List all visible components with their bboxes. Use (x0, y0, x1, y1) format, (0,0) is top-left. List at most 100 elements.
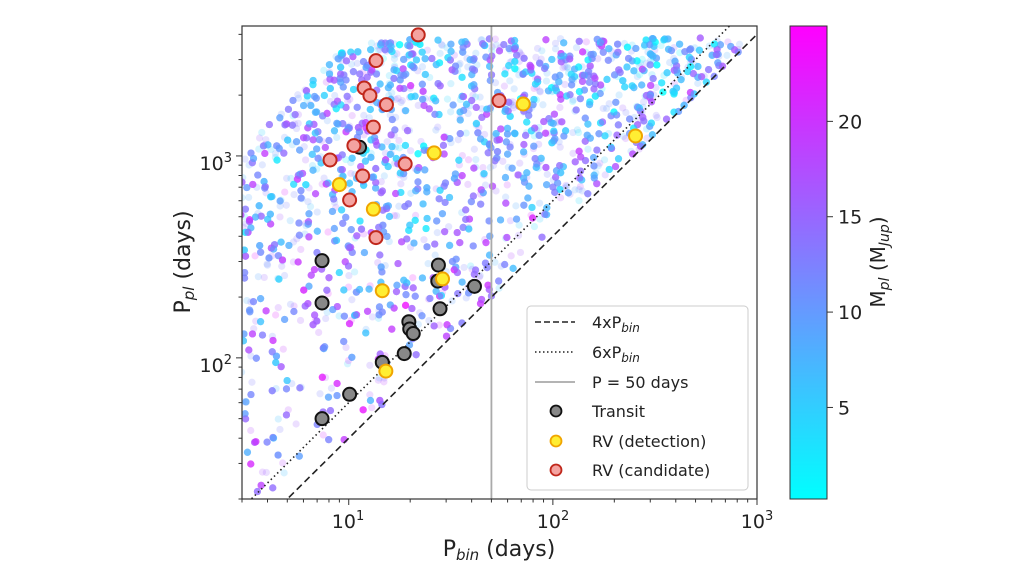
background-point (306, 202, 315, 211)
background-point (345, 122, 354, 130)
background-point (450, 51, 458, 59)
background-point (436, 49, 444, 58)
background-point (677, 73, 686, 81)
background-point (635, 145, 643, 153)
background-point (323, 286, 331, 294)
background-point (409, 274, 417, 282)
background-point (648, 35, 657, 43)
background-point (450, 174, 459, 182)
background-point (242, 368, 246, 376)
background-point (418, 80, 426, 88)
background-point (646, 56, 655, 65)
background-point (395, 144, 404, 152)
background-point (502, 105, 510, 114)
background-point (400, 55, 408, 64)
background-point (491, 132, 499, 140)
background-point (385, 237, 393, 246)
background-point (694, 62, 702, 71)
background-point (670, 54, 678, 62)
background-point (338, 56, 346, 65)
background-point (476, 93, 484, 101)
background-point (452, 255, 460, 263)
background-point (506, 77, 514, 85)
background-point (267, 145, 275, 154)
background-point (274, 451, 282, 459)
background-point (390, 51, 398, 59)
background-point (401, 301, 410, 309)
background-point (242, 219, 250, 227)
background-point (368, 404, 376, 412)
background-point (242, 252, 250, 260)
background-point (242, 155, 249, 163)
background-point (391, 159, 399, 167)
background-point (432, 185, 440, 193)
background-point (359, 58, 368, 66)
background-point (464, 223, 472, 232)
background-point (556, 143, 564, 151)
background-point (245, 346, 253, 354)
background-point (385, 212, 394, 221)
background-point (534, 75, 542, 83)
background-point (483, 105, 491, 113)
background-point (280, 133, 289, 141)
background-point (296, 316, 305, 325)
background-point (633, 102, 641, 110)
background-point (519, 70, 527, 78)
background-point (472, 49, 480, 57)
background-point (264, 215, 272, 223)
background-point (285, 241, 293, 250)
background-point (508, 45, 516, 53)
background-point (571, 65, 579, 73)
background-point (431, 251, 439, 259)
background-point (367, 46, 375, 54)
background-point (691, 44, 699, 52)
background-point (569, 96, 577, 104)
background-point (469, 56, 477, 64)
background-point (672, 62, 681, 70)
background-point (495, 277, 503, 285)
background-point (557, 169, 565, 177)
background-point (652, 111, 660, 119)
background-point (342, 103, 350, 112)
background-point (555, 118, 563, 126)
background-point (456, 59, 464, 68)
background-point (590, 154, 598, 162)
background-point (360, 248, 369, 257)
background-point (418, 48, 426, 56)
background-point (280, 469, 288, 477)
background-point (537, 55, 545, 63)
background-point (391, 63, 399, 72)
background-point (242, 205, 250, 213)
background-point (407, 189, 415, 197)
background-point (388, 89, 396, 97)
background-point (263, 260, 271, 268)
background-point (491, 79, 500, 87)
background-point (381, 149, 390, 157)
background-point (260, 273, 268, 282)
background-point (724, 38, 732, 46)
background-point (434, 123, 442, 131)
background-point (639, 113, 647, 121)
background-point (480, 41, 488, 49)
background-point (297, 187, 305, 195)
background-point (272, 311, 280, 319)
background-point (391, 95, 400, 104)
background-point (373, 69, 381, 77)
background-point (481, 235, 489, 244)
background-point (348, 248, 356, 256)
background-point (673, 69, 682, 77)
background-point (541, 129, 550, 137)
background-point (383, 138, 391, 146)
background-point (435, 321, 443, 329)
background-point (575, 147, 583, 155)
background-point (584, 68, 593, 76)
background-point (263, 261, 272, 269)
background-point (345, 179, 354, 187)
background-point (272, 352, 281, 360)
background-point (360, 230, 368, 238)
background-point (388, 115, 396, 124)
background-point (443, 44, 451, 52)
background-point (313, 208, 321, 216)
background-point (270, 241, 279, 249)
background-point (409, 50, 417, 59)
